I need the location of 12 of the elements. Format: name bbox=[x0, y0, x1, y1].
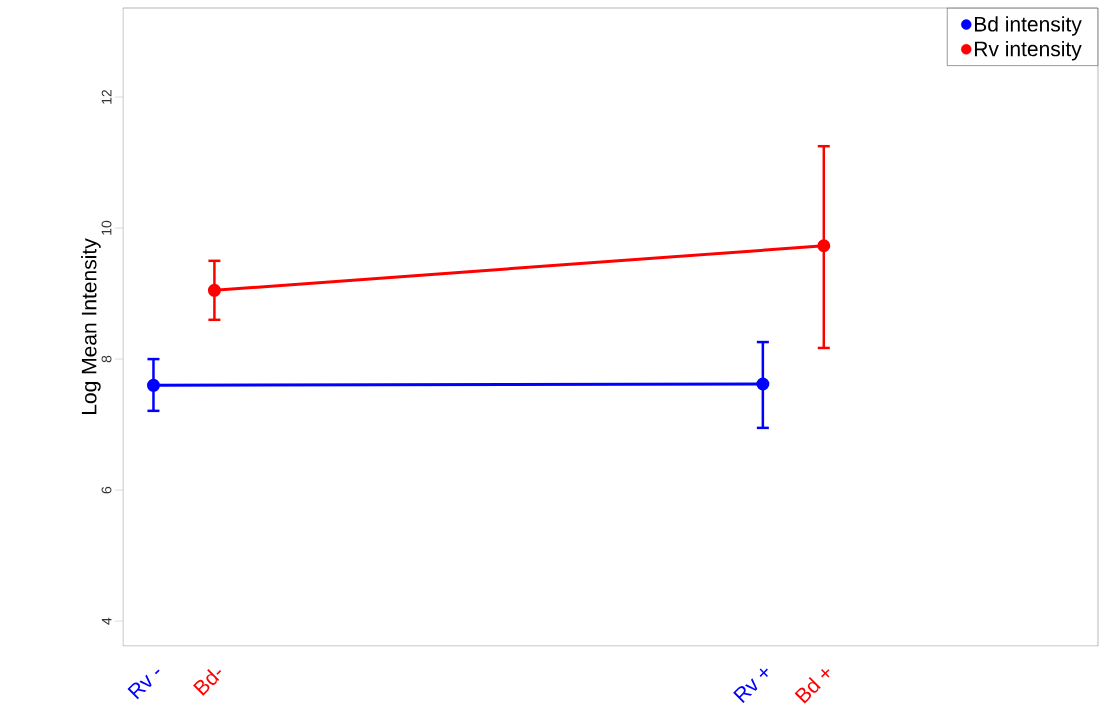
y-tick-label: 4 bbox=[101, 617, 112, 625]
y-tick-label: 8 bbox=[101, 355, 112, 363]
x-tick-label: Rv + bbox=[733, 668, 768, 704]
y-tick-label: 10 bbox=[101, 220, 112, 235]
x-tick-label: Bd + bbox=[794, 669, 830, 704]
y-axis-title: Log Mean Intensity bbox=[81, 238, 101, 414]
y-tick-label: 12 bbox=[101, 89, 112, 104]
y-tick-label: 6 bbox=[101, 486, 112, 494]
legend-label: Rv intensity bbox=[974, 40, 1082, 61]
x-tick-label: Rv - bbox=[127, 669, 160, 700]
legend-label: Bd intensity bbox=[974, 16, 1082, 36]
x-tick-label: Bd- bbox=[193, 669, 222, 696]
